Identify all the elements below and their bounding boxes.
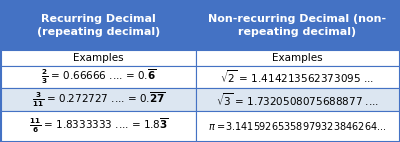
Bar xyxy=(196,111,399,141)
Text: Recurring Decimal
(repeating decimal): Recurring Decimal (repeating decimal) xyxy=(37,14,160,37)
Bar xyxy=(196,66,399,88)
Bar xyxy=(1,88,196,111)
Text: $\sqrt{2}$ = 1.414213562373095 ...: $\sqrt{2}$ = 1.414213562373095 ... xyxy=(220,69,374,85)
Bar xyxy=(196,88,399,111)
Text: $\mathbf{\frac{2}{3}}$ = 0.66666 .... = 0.$\mathbf{\overline{6}}$: $\mathbf{\frac{2}{3}}$ = 0.66666 .... = … xyxy=(41,68,156,86)
Text: Examples: Examples xyxy=(73,53,124,63)
Bar xyxy=(196,50,399,66)
Text: $\sqrt{3}$ = 1.7320508075688877 ....: $\sqrt{3}$ = 1.7320508075688877 .... xyxy=(216,91,379,108)
Bar xyxy=(196,1,399,50)
Text: $\mathbf{\frac{3}{11}}$ = 0.272727 .... = 0.$\mathbf{\overline{27}}$: $\mathbf{\frac{3}{11}}$ = 0.272727 .... … xyxy=(32,90,165,109)
Bar xyxy=(1,1,196,50)
Bar xyxy=(1,111,196,141)
Text: Non-recurring Decimal (non-
repeating decimal): Non-recurring Decimal (non- repeating de… xyxy=(208,14,386,37)
Bar xyxy=(1,50,196,66)
Text: Examples: Examples xyxy=(272,53,323,63)
Text: $\pi$ =3.14159265358979323846264...: $\pi$ =3.14159265358979323846264... xyxy=(208,120,387,132)
Bar xyxy=(1,66,196,88)
Text: $\mathbf{\frac{11}{6}}$ = 1.8333333 .... = 1.8$\mathbf{\overline{3}}$: $\mathbf{\frac{11}{6}}$ = 1.8333333 ....… xyxy=(29,117,168,135)
